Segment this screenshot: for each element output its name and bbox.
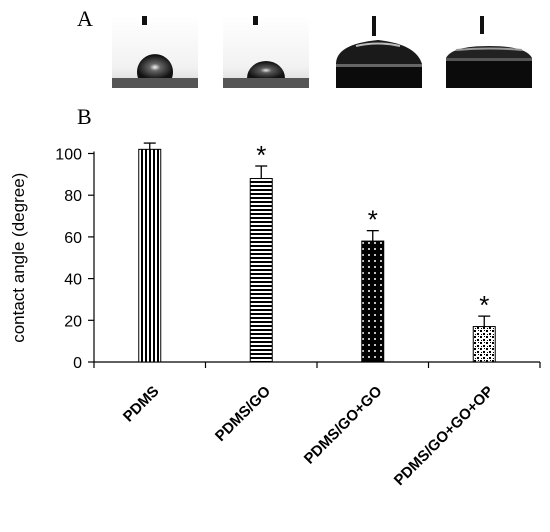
droplet-photo-pdms-go-go (336, 16, 422, 88)
y-tick-label: 60 (64, 230, 82, 247)
panel-b-label: B (77, 104, 92, 129)
bar-3 (361, 240, 385, 363)
significance-star-2: * (256, 140, 266, 170)
y-tick-label: 40 (64, 272, 82, 289)
significance-star-4: * (479, 290, 489, 320)
droplet-photo-pdms (112, 16, 198, 88)
droplet-photo-pdms-go-go-op (446, 16, 532, 88)
y-tick-label: 20 (64, 313, 82, 330)
y-tick-label: 100 (55, 147, 82, 164)
bar-2 (249, 178, 273, 363)
panel-a-label: A (77, 6, 93, 31)
significance-star-3: * (368, 205, 378, 235)
bar-4 (472, 326, 496, 363)
x-category-label: PDMS/GO+GO+OP (391, 383, 497, 489)
y-tick-label: 80 (64, 188, 82, 205)
droplet-photo-pdms-go (223, 16, 309, 88)
y-axis-title: contact angle (degree) (9, 173, 28, 343)
x-category-label: PDMS/GO+GO (301, 383, 386, 468)
x-category-label: PDMS/GO (212, 383, 274, 445)
y-tick-label: 0 (73, 355, 82, 372)
bar-1 (138, 148, 162, 363)
x-category-label: PDMS (120, 383, 163, 426)
